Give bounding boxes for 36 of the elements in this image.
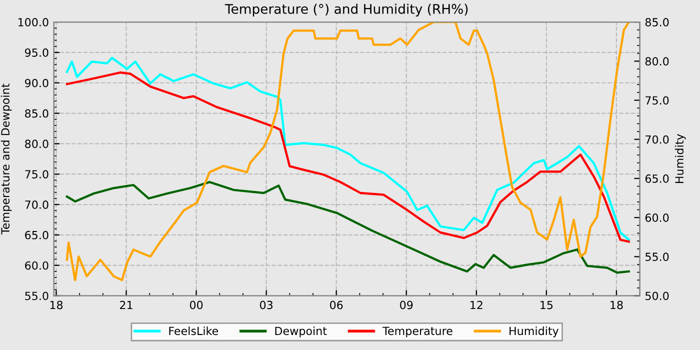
legend-label: Temperature [382, 326, 452, 338]
y-tick-label: 55.0 [25, 292, 48, 300]
x-tick-label: 12 [470, 300, 482, 310]
y2-tick-label: 60.0 [645, 214, 669, 222]
x-tick-label: 09 [400, 300, 413, 310]
legend-label: FeelsLike [169, 326, 218, 336]
y-tick-label: 75.0 [25, 170, 48, 178]
y2-tick-label: 75.0 [646, 96, 669, 105]
x-tick-label: 21 [120, 300, 132, 310]
y-tick-label: 65.0 [25, 230, 48, 240]
y2-tick-label: 85.0 [645, 18, 669, 26]
y-axis-title: Temperature and Dewpoint [0, 84, 12, 235]
y2-tick-label: 70.0 [646, 135, 669, 144]
legend-label: Dewpoint [275, 326, 327, 338]
x-tick-label: 18 [610, 300, 623, 310]
y2-axis-title: Humidity [674, 134, 686, 183]
y-tick-label: 80.0 [25, 140, 48, 148]
y-tick-label: 70.0 [25, 200, 48, 209]
y2-tick-label: 55.0 [646, 252, 669, 262]
x-tick-label: 00 [190, 300, 203, 310]
x-tick-label: 06 [330, 300, 343, 310]
x-tick-label: 03 [260, 300, 272, 310]
legend-label: Humidity [510, 326, 559, 338]
line-series [66, 180, 630, 274]
y2-tick-label: 50.0 [646, 292, 669, 300]
y-tick-label: 100.0 [18, 18, 48, 26]
chart-title: Temperature (°) and Humidity (RH%) [224, 4, 468, 16]
x-tick-label: 18 [50, 300, 63, 310]
y2-tick-label: 65.0 [645, 174, 669, 183]
y-tick-label: 60.0 [25, 261, 48, 270]
y2-tick-label: 80.0 [645, 57, 669, 66]
line-series [66, 22, 630, 282]
y-tick-label: 95.0 [25, 48, 48, 57]
x-tick-label: 15 [540, 300, 553, 310]
y-tick-label: 90.0 [25, 78, 48, 88]
y-tick-label: 85.0 [25, 109, 48, 118]
